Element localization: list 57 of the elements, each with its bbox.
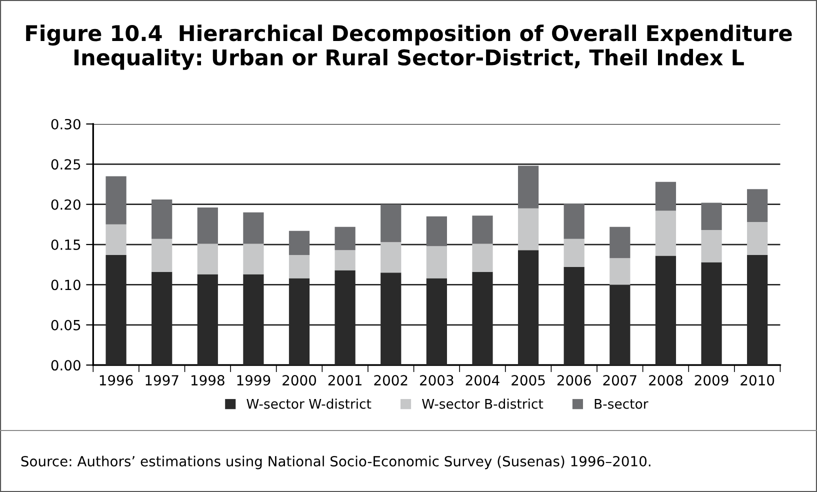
bar <box>243 212 264 244</box>
bar <box>334 250 356 270</box>
bar <box>610 226 630 258</box>
y-tick-label: 0.20 <box>51 199 80 210</box>
x-tick-label: 2002 <box>374 375 408 386</box>
bar <box>106 176 126 224</box>
bar <box>564 238 584 268</box>
bar <box>472 216 493 244</box>
bar <box>197 208 218 244</box>
bar <box>655 182 676 211</box>
bar <box>288 230 310 255</box>
bar <box>334 226 356 250</box>
y-tick-label: 0.25 <box>51 159 80 170</box>
source-note: Source: Authors’ estimations using National Socio-Economic Survey (Susenas) 1996–2010. <box>21 456 650 470</box>
y-tick-label: 0.15 <box>51 239 80 250</box>
x-tick-label: 2007 <box>603 375 636 386</box>
bar <box>518 208 539 250</box>
x-tick-label: 2001 <box>328 375 362 386</box>
bar <box>610 258 630 285</box>
legend-label: W-sector B-district <box>422 398 544 409</box>
bar <box>152 238 172 272</box>
y-tick-label: 0.30 <box>51 118 80 130</box>
legend-label: W-sector W-district <box>246 398 372 409</box>
bar <box>380 242 402 273</box>
bar <box>243 244 264 274</box>
bar <box>288 254 310 278</box>
bar <box>106 224 126 255</box>
y-tick-label: 0.05 <box>51 320 80 330</box>
x-tick-label: 1999 <box>237 375 270 386</box>
y-tick-label: 0.10 <box>51 280 80 290</box>
bar <box>701 202 722 230</box>
x-tick-label: 2000 <box>282 375 316 386</box>
bar <box>518 166 539 208</box>
bar <box>197 244 218 274</box>
x-tick-label: 2009 <box>694 375 728 386</box>
x-tick-label: 2004 <box>466 375 500 386</box>
bar <box>472 244 493 272</box>
bar <box>747 189 768 222</box>
bar <box>426 246 447 278</box>
bar <box>426 216 447 246</box>
x-tick-label: 1998 <box>192 375 224 386</box>
x-tick-label: 2003 <box>420 375 454 386</box>
x-tick-label: 2010 <box>740 375 774 386</box>
x-tick-label: 2006 <box>557 375 591 386</box>
bar <box>747 222 768 255</box>
legend-label: B-sector <box>594 399 648 409</box>
x-tick-label: 2008 <box>649 375 682 386</box>
bar <box>152 200 172 239</box>
x-tick-label: 1997 <box>146 375 178 386</box>
bar <box>701 230 722 262</box>
chart-title: Figure 10.4 Hierarchical Decomposition of Overall Expenditure Inequality: Urban or Rural Sector-District, Theil Index L <box>26 24 792 70</box>
bar <box>564 204 584 239</box>
x-tick-label: 1996 <box>100 375 133 386</box>
bar <box>380 204 402 242</box>
x-tick-label: 2005 <box>512 375 545 386</box>
y-tick-label: 0.00 <box>51 360 80 371</box>
bar <box>655 210 676 256</box>
